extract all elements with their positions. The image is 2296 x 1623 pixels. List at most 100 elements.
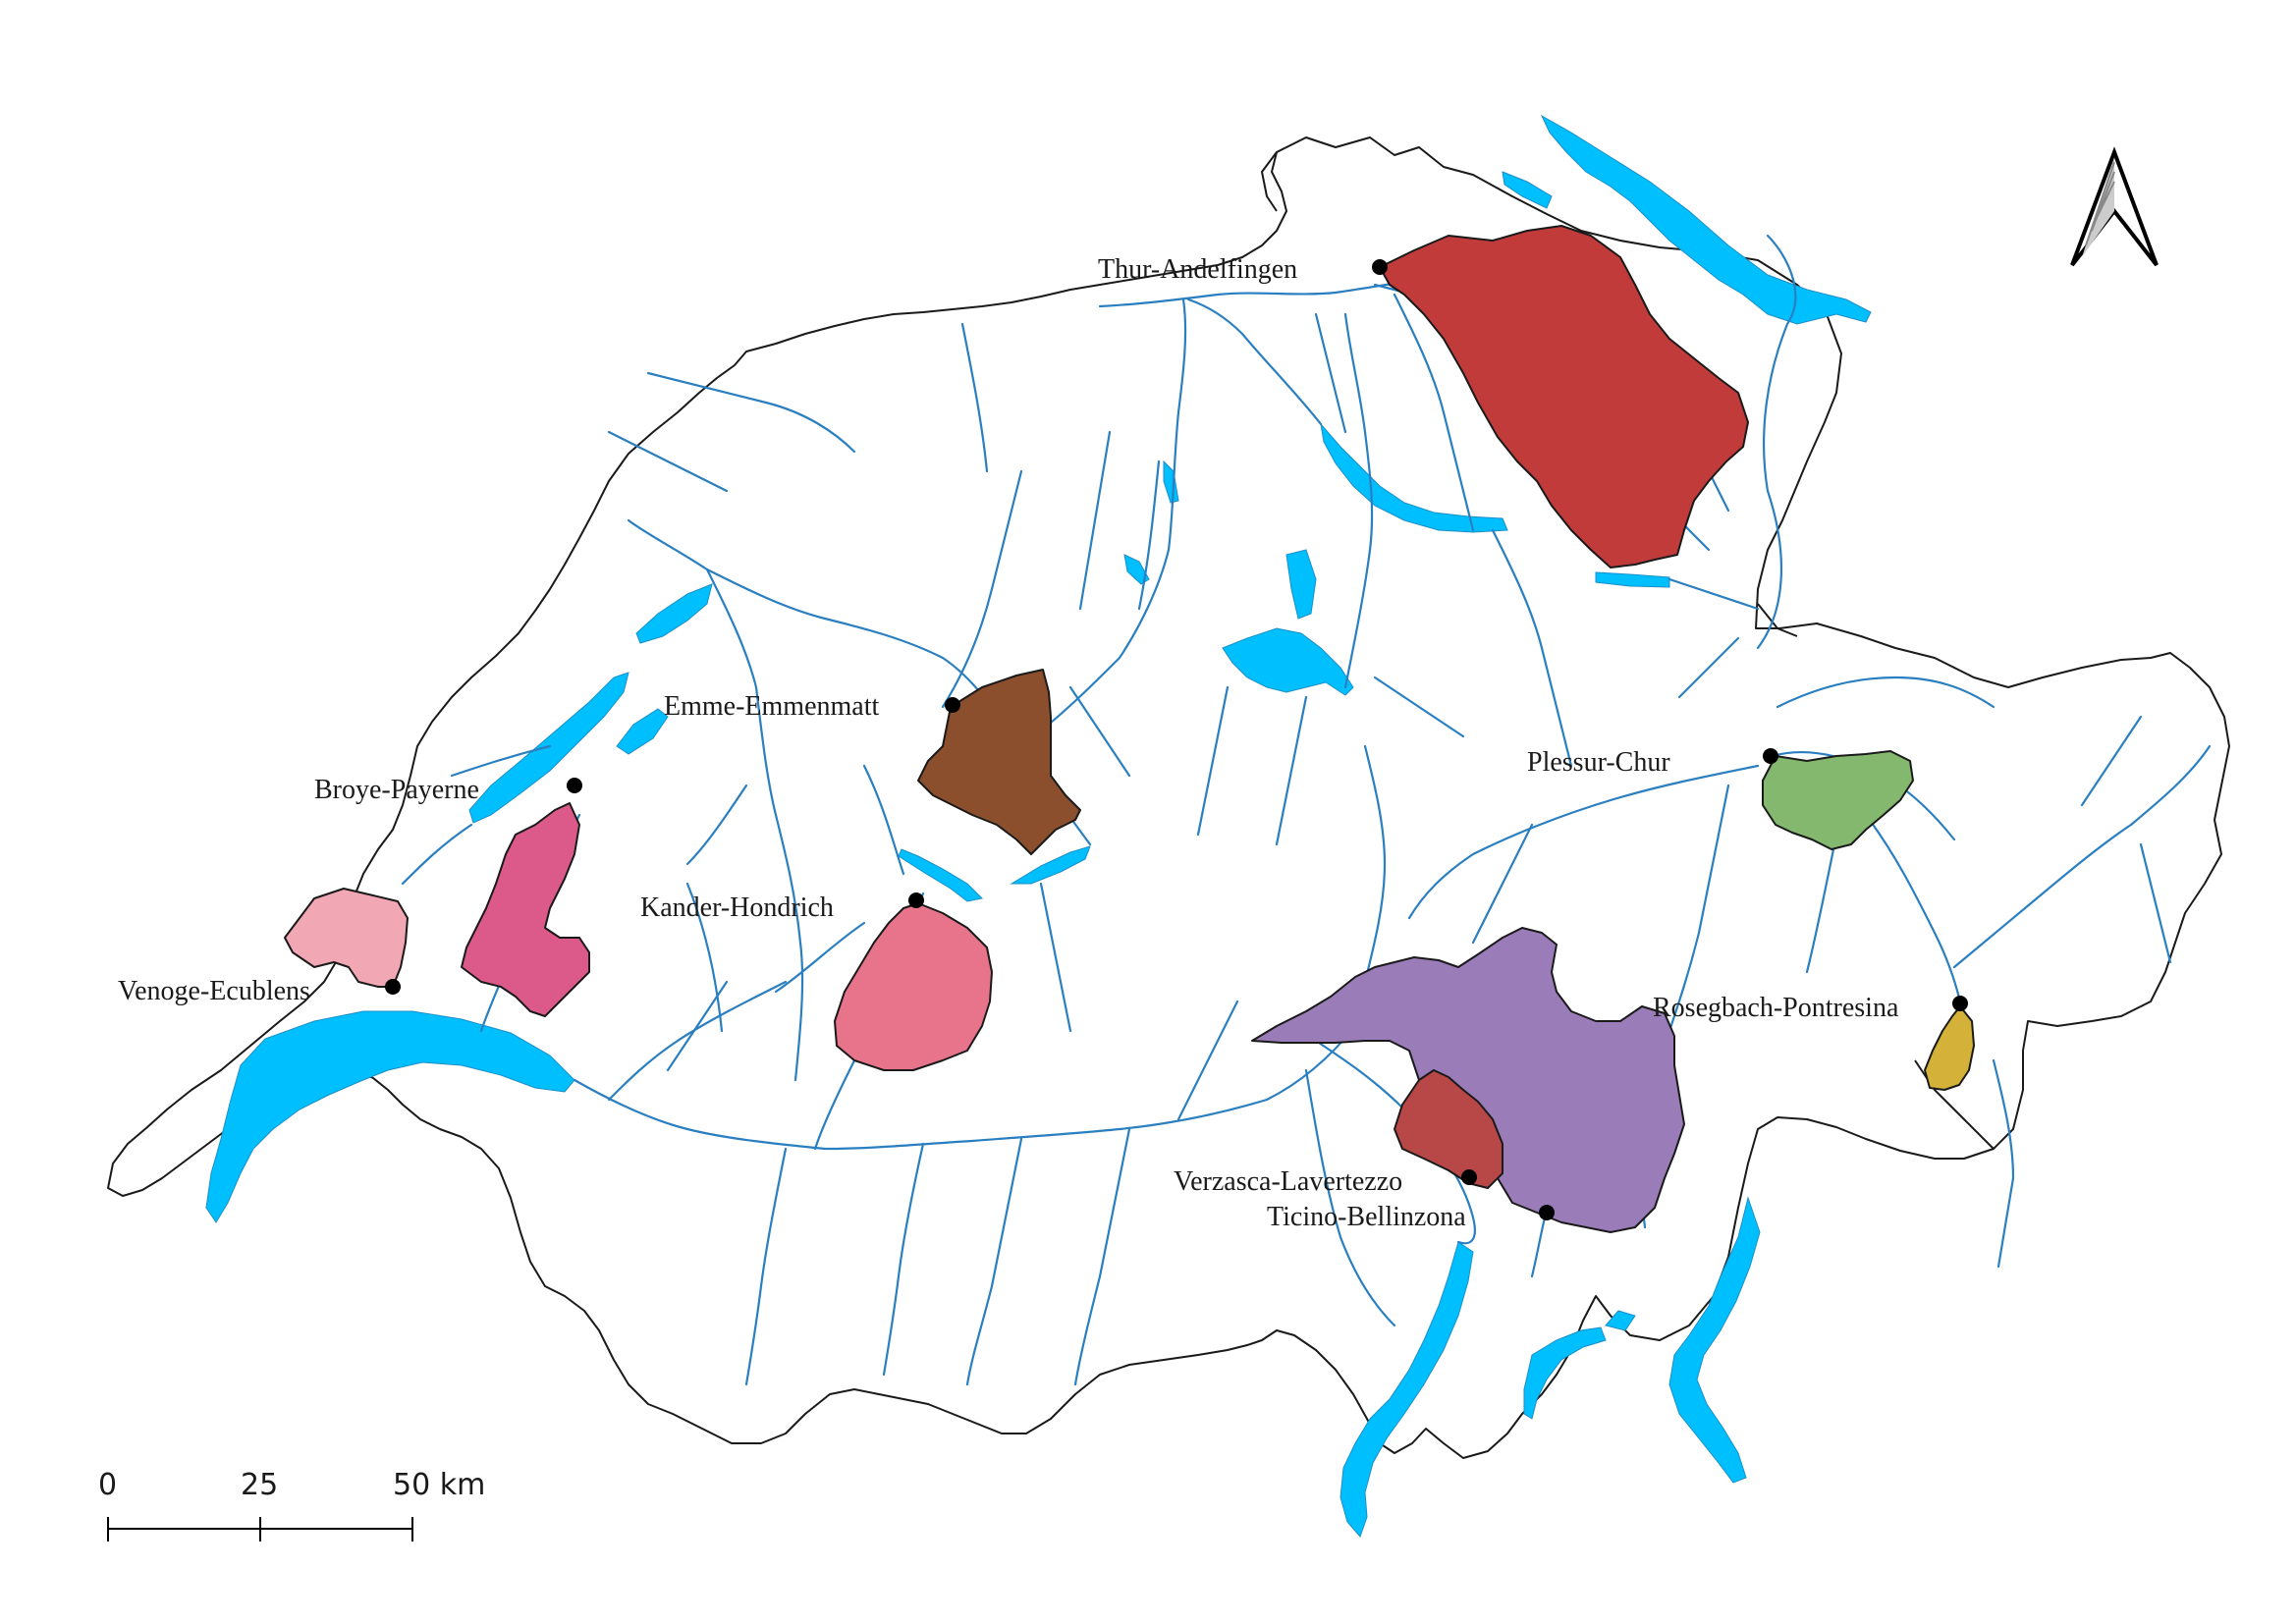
river-areuse <box>450 744 552 778</box>
river-doubs <box>646 371 856 454</box>
label-broye: Broye-Payerne <box>314 775 479 805</box>
lake-geneva <box>205 1010 575 1223</box>
river-muota <box>1373 676 1465 738</box>
river-sense <box>685 784 748 866</box>
catchment-emme <box>917 669 1081 855</box>
station-ticino <box>1539 1205 1555 1220</box>
lake-thun <box>898 848 984 902</box>
river-saane-upper <box>685 882 724 1033</box>
switzerland-border <box>107 136 2230 1459</box>
stations <box>385 259 1968 1220</box>
river-linth <box>1491 528 1573 768</box>
river-lonza <box>1176 1000 1239 1121</box>
label-emme: Emme-Emmenmatt <box>664 691 879 722</box>
river-lutschine <box>1039 882 1072 1033</box>
station-labels: Thur-Andelfingen Emme-Emmenmatt Broye-Pa… <box>118 254 1899 1232</box>
station-venoge <box>385 979 401 995</box>
lake-zurich <box>1320 422 1508 533</box>
river-tamina <box>1677 636 1740 699</box>
river-ilfis <box>1068 685 1131 778</box>
station-emme <box>945 697 960 713</box>
lake-zug <box>1285 549 1317 620</box>
river-saane <box>705 568 804 1082</box>
river-vorderrhein-trib <box>1471 823 1534 945</box>
river-reuss-source <box>1363 744 1387 984</box>
river-suhre <box>1137 460 1161 611</box>
river-landquart <box>1776 676 1995 709</box>
label-thur: Thur-Andelfingen <box>1098 254 1297 285</box>
river-maggia <box>1304 1068 1396 1327</box>
north-arrow-icon <box>2070 146 2159 267</box>
river-hinterrhein <box>1667 784 1730 1033</box>
river-glatt <box>1314 312 1347 434</box>
label-ticino: Ticino-Bellinzona <box>1267 1202 1466 1232</box>
lake-walen <box>1595 571 1670 588</box>
river-albula <box>1864 813 1966 1023</box>
lake-morat <box>616 708 669 755</box>
scale-bar: 0 25 50 km <box>98 1468 485 1542</box>
river-gurbe <box>862 764 905 876</box>
river-sarine-trib <box>607 980 788 1102</box>
lake-hallwil <box>1163 460 1179 504</box>
river-julia <box>1805 833 1838 974</box>
station-rosegbach <box>1952 996 1968 1011</box>
station-broye <box>567 778 582 793</box>
river-navizence <box>965 1137 1023 1386</box>
scale-label-0: 0 <box>98 1468 117 1502</box>
catchment-kander <box>834 902 993 1071</box>
river-laufenbach <box>607 430 729 493</box>
river-toess <box>1393 293 1475 532</box>
scale-label-25: 25 <box>241 1468 278 1502</box>
catchment-rosegbach <box>1924 1005 1975 1091</box>
river-poschiavino <box>1992 1058 2015 1269</box>
station-plessur <box>1763 748 1778 764</box>
river-borgne <box>882 1142 925 1377</box>
lake-como <box>1668 1196 1761 1484</box>
river-rhone <box>573 1024 1357 1151</box>
catchment-venoge <box>284 888 409 988</box>
lake-constance <box>1540 114 1872 325</box>
catchments <box>284 225 1975 1233</box>
label-verzasca: Verzasca-Lavertezzo <box>1174 1166 1402 1197</box>
river-clemgia <box>2080 715 2143 807</box>
river-inn <box>1952 744 2212 969</box>
catchment-broye <box>461 802 590 1017</box>
border-detail-east-south <box>1757 603 1995 1150</box>
catchment-verzasca <box>1394 1069 1503 1189</box>
label-plessur: Plessur-Chur <box>1527 747 1670 778</box>
river-emme <box>941 469 1023 709</box>
catchment-plessur <box>1762 750 1914 850</box>
river-wigger <box>1078 430 1112 611</box>
catchment-thur <box>1379 225 1749 568</box>
river-birs <box>960 322 989 473</box>
station-thur <box>1372 259 1388 275</box>
label-kander: Kander-Hondrich <box>640 893 834 923</box>
lake-brienz <box>1010 845 1091 885</box>
river-dranse <box>744 1147 788 1386</box>
river-grande-eau <box>666 980 729 1072</box>
label-venoge: Venoge-Ecublens <box>118 976 310 1006</box>
border-detail-north <box>1261 151 1278 212</box>
lakes <box>205 114 1872 1538</box>
river-spoel <box>2139 842 2172 964</box>
lake-lugano-south <box>1605 1310 1636 1331</box>
river-simme <box>774 921 866 994</box>
station-verzasca <box>1461 1169 1477 1185</box>
lake-lucerne <box>1222 627 1354 696</box>
lake-untersee <box>1502 171 1553 209</box>
river-limmat <box>1186 298 1323 426</box>
label-rosegbach: Rosegbach-Pontresina <box>1653 993 1899 1023</box>
river-seez <box>1667 577 1760 611</box>
scale-label-50: 50 km <box>393 1468 485 1502</box>
station-kander <box>908 893 924 908</box>
lake-lugano <box>1523 1326 1607 1420</box>
river-reuss <box>1343 312 1374 689</box>
lake-maggiore <box>1339 1241 1474 1538</box>
lake-biel <box>635 583 713 644</box>
river-vispa <box>1073 1127 1131 1386</box>
river-orbe <box>401 823 473 886</box>
river-sarner-aa <box>1196 685 1230 837</box>
river-rhine-anterior <box>1407 764 1760 920</box>
